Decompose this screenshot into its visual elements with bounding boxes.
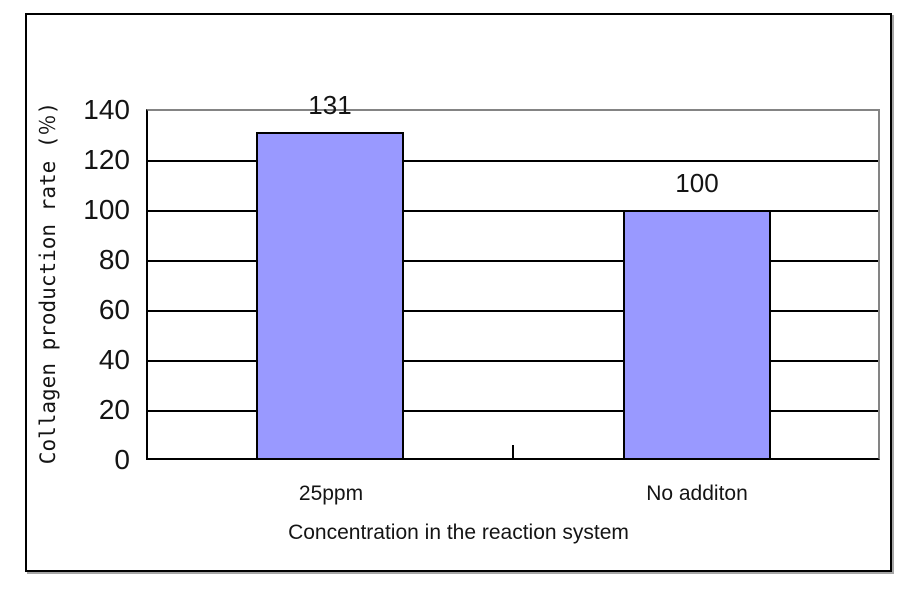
bar-25ppm: [256, 132, 404, 458]
y-tick-label-60: 60: [98, 294, 130, 325]
y-tick-label-80: 80: [98, 244, 130, 275]
bar-value-label-25ppm: 131: [308, 90, 352, 120]
gridline-100: [148, 210, 878, 212]
y-tick-label-120: 120: [83, 144, 130, 175]
category-label-25ppm: 25ppm: [298, 482, 364, 505]
y-tick-label-20: 20: [98, 394, 130, 425]
y-axis-title: Collagen production rate (％): [36, 101, 60, 465]
gridline-60: [148, 310, 878, 312]
gridline-80: [148, 260, 878, 262]
y-tick-label-40: 40: [98, 344, 130, 375]
plot-area: 131 100: [146, 91, 880, 460]
bar-value-label-no-addition: 100: [675, 168, 719, 198]
x-axis-tick: [512, 445, 514, 458]
y-tick-label-140: 140: [83, 94, 130, 125]
gridline-120: [148, 160, 878, 162]
bar-no-addition: [623, 210, 771, 458]
bar-group-no-addition: 100: [623, 169, 771, 458]
y-tick-label-0: 0: [114, 444, 130, 475]
gridline-20: [148, 410, 878, 412]
category-label-no-addition: No additon: [646, 482, 748, 505]
bar-group-25ppm: 131: [256, 91, 404, 458]
gridline-40: [148, 360, 878, 362]
y-tick-label-100: 100: [83, 194, 130, 225]
x-axis-title: Concentration in the reaction system: [288, 521, 629, 544]
